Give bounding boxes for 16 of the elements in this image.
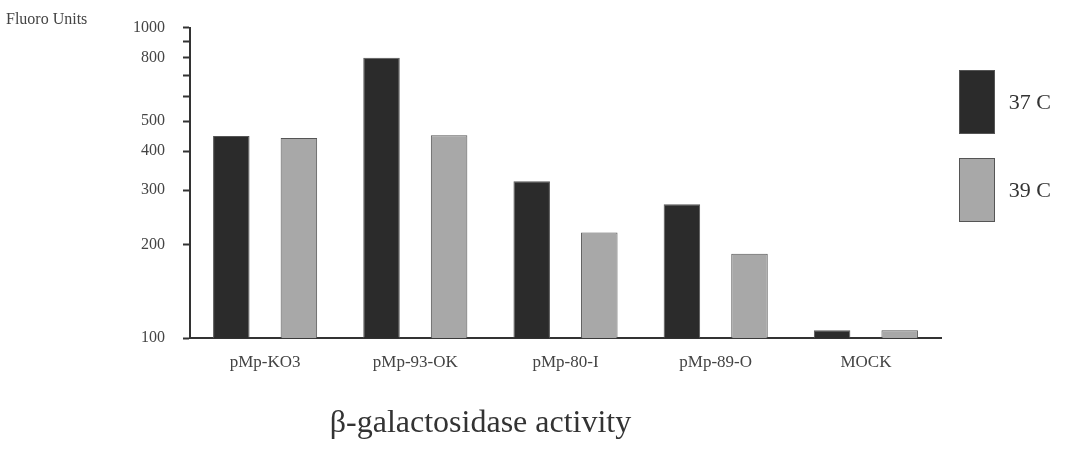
y-tick-label: 500 — [141, 111, 165, 129]
y-tick-label: 1000 — [133, 17, 165, 35]
y-tick-label: 800 — [141, 47, 165, 65]
y-tick-label: 100 — [141, 328, 165, 346]
x-tick-label: pMp-93-OK — [372, 351, 459, 371]
y-tick-label: 400 — [141, 141, 165, 159]
x-tick-label: pMp-89-O — [679, 351, 753, 371]
y-tick-label: 200 — [141, 234, 165, 252]
text: 37 C — [1008, 89, 1051, 115]
x-tick-label: pMp-KO3 — [229, 351, 301, 371]
text: β-galactosidase activity — [329, 403, 632, 440]
y-axis-title: Fluoro Units — [6, 9, 88, 27]
x-tick-label: MOCK — [840, 351, 893, 371]
text: 39 C — [1008, 177, 1051, 203]
x-tick-label: pMp-80-I — [532, 351, 599, 371]
y-tick-label: 300 — [141, 180, 165, 198]
